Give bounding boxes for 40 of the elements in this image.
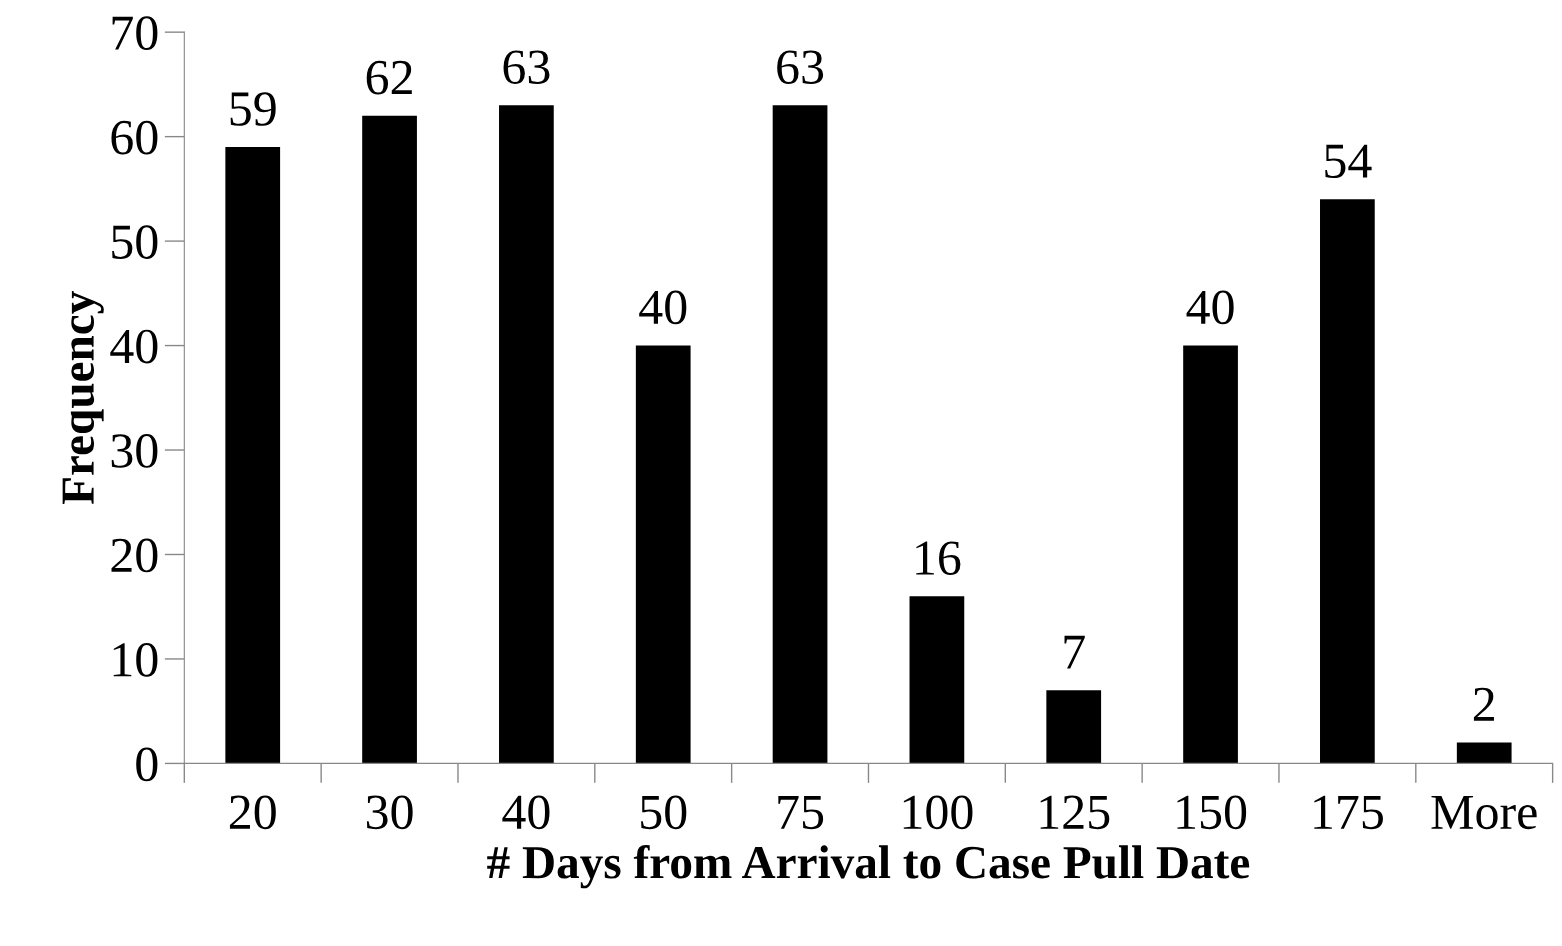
- x-tick-label: 40: [502, 795, 550, 830]
- x-tick-label: 125: [1040, 795, 1110, 830]
- bar: [1320, 199, 1375, 764]
- bar: [1183, 345, 1238, 764]
- x-tick-label: 75: [778, 795, 824, 830]
- x-tick-label: 50: [641, 795, 687, 830]
- y-tick-label: 70: [112, 16, 158, 50]
- x-tick-label: 150: [1177, 795, 1247, 830]
- bar: [772, 105, 828, 764]
- bar: [1046, 690, 1102, 764]
- data-label: 54: [1325, 144, 1372, 179]
- y-tick-label: 60: [111, 120, 158, 155]
- x-tick-label: More: [1431, 795, 1537, 830]
- data-label: 16: [916, 541, 961, 576]
- data-label: 63: [503, 50, 550, 85]
- y-axis-title: Frequency: [62, 291, 104, 505]
- data-label: 2: [1473, 687, 1494, 721]
- x-tick-label: 20: [229, 795, 276, 830]
- y-tick-label: 50: [112, 225, 158, 259]
- bar: [225, 147, 281, 764]
- bar: [499, 105, 554, 764]
- bar: [909, 596, 965, 764]
- data-label: 63: [777, 50, 824, 85]
- x-axis-title: # Days from Arrival to Case Pull Date: [487, 844, 1250, 889]
- bar: [635, 345, 691, 764]
- y-tick-label: 30: [111, 434, 158, 468]
- y-tick-label: 40: [110, 329, 158, 364]
- data-label: 62: [366, 60, 412, 95]
- bar: [1456, 742, 1512, 764]
- data-label: 40: [1186, 290, 1234, 325]
- x-tick-label: 30: [366, 795, 413, 830]
- data-label: 59: [230, 92, 276, 126]
- x-tick-label: 175: [1314, 795, 1383, 830]
- y-tick-label: 10: [113, 643, 158, 677]
- data-label: 7: [1064, 635, 1085, 669]
- y-tick-label: 0: [136, 747, 158, 782]
- x-tick-label: 100: [903, 795, 973, 830]
- bar: [362, 115, 417, 764]
- y-tick-label: 20: [111, 538, 158, 573]
- data-label: 40: [639, 290, 687, 325]
